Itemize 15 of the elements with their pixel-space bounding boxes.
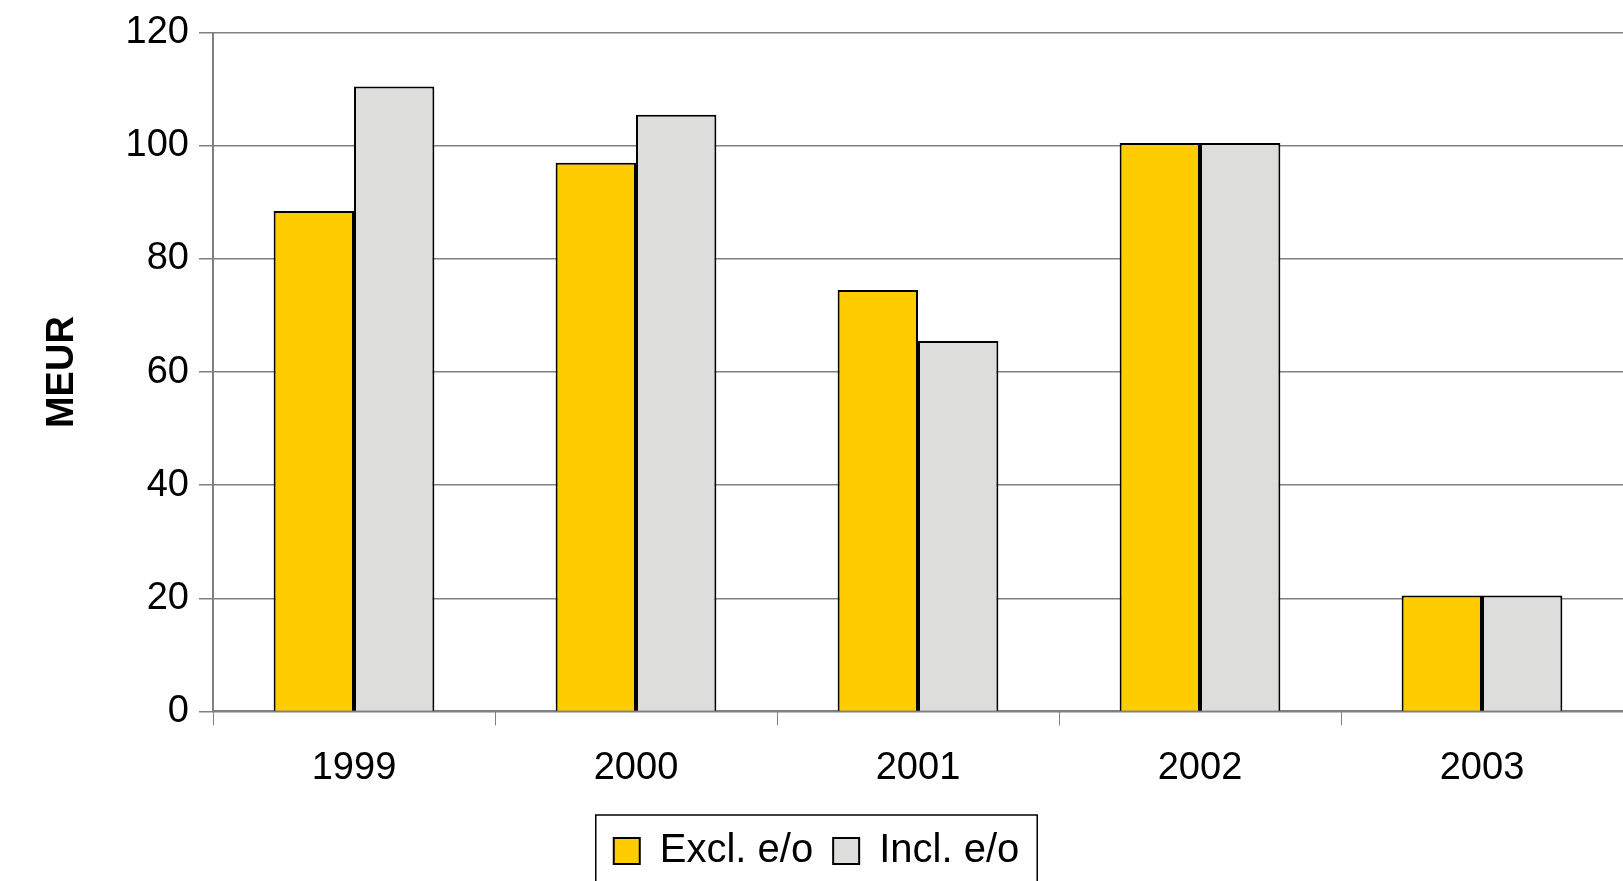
legend-label: Excl. e/o [659,826,814,871]
x-tick-label: 1999 [311,744,397,787]
y-tick-label: 40 [146,461,189,504]
y-tick-label: 100 [125,122,189,165]
y-tick-label: 120 [125,9,189,52]
x-tick-label: 2001 [875,744,961,787]
y-axis-title: MEUR [39,316,82,429]
x-tick-label: 2002 [1157,744,1243,787]
y-tick-label: 80 [146,235,189,278]
x-tick-label: 2000 [593,744,679,787]
y-tick-label: 60 [146,348,189,391]
legend-label: Incl. e/o [879,826,1020,871]
x-tick-label: 2003 [1439,744,1525,787]
y-tick-label: 0 [167,687,189,730]
y-tick-label: 20 [146,574,189,617]
